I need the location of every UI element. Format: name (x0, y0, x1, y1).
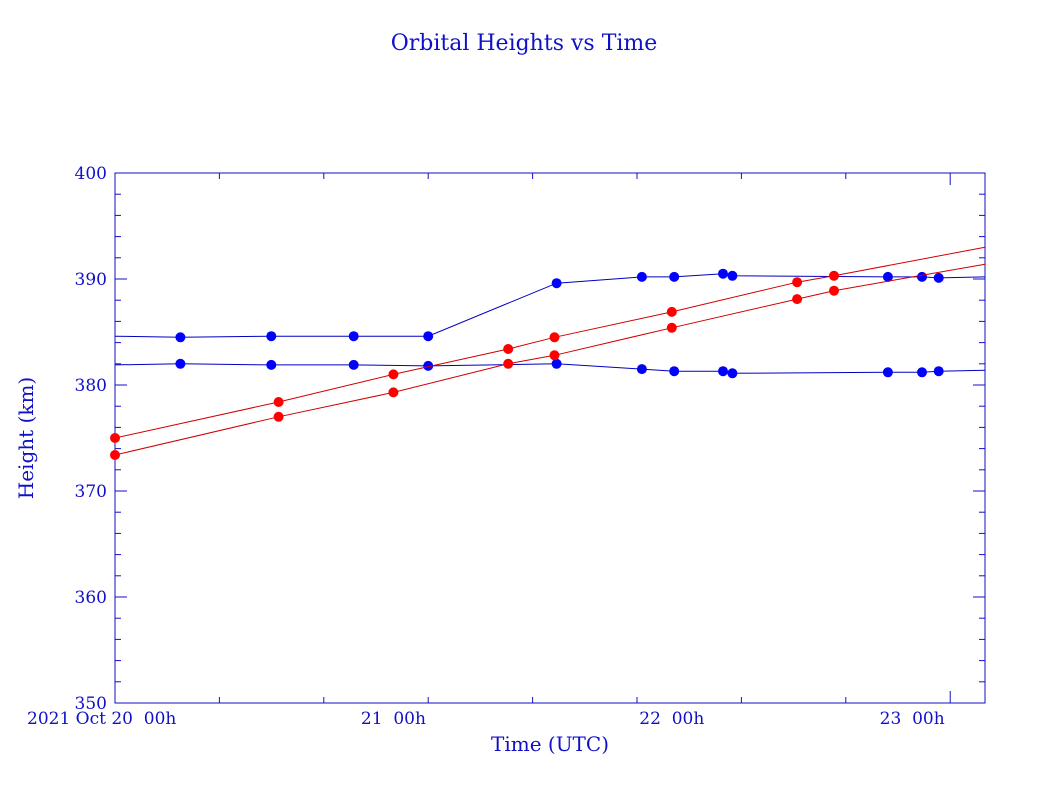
series-layer (110, 246, 986, 460)
series-line (114, 273, 986, 338)
data-point (718, 268, 728, 279)
data-point (636, 364, 647, 375)
data-point (551, 278, 562, 289)
data-point (829, 285, 839, 296)
y-tick-label: 380 (75, 376, 107, 396)
data-point (917, 271, 927, 282)
data-point (792, 277, 803, 288)
series-red-lower (110, 263, 986, 460)
x-tick-label: 22 00h (639, 709, 704, 729)
series-line (114, 263, 986, 456)
data-point (175, 332, 186, 343)
x-tick-label: 2021 Oct 20 00h (27, 709, 176, 729)
series-line (114, 363, 986, 374)
data-point (933, 272, 944, 283)
y-tick-label: 370 (75, 482, 107, 502)
x-axis-label: Time (UTC) (491, 732, 609, 756)
x-tick-label: 21 00h (361, 709, 426, 729)
data-point (388, 387, 399, 398)
y-tick-label: 360 (75, 588, 107, 608)
axes: 350 360 370 380 390 400 2021 Oct 20 00h 21 00h 2… (27, 164, 986, 729)
data-point (829, 270, 839, 281)
chart-title: Orbital Heights vs Time (391, 31, 658, 56)
data-point (110, 433, 120, 443)
data-point (549, 332, 560, 343)
series-line (114, 246, 986, 439)
data-point (175, 358, 186, 369)
series-blue-lower (114, 358, 986, 379)
y-tick-label: 350 (75, 694, 107, 714)
data-point (636, 271, 647, 282)
data-point (273, 397, 284, 407)
data-point (917, 367, 927, 378)
y-axis-label: Height (km) (14, 377, 38, 499)
data-point (388, 369, 399, 380)
data-point (423, 331, 434, 342)
data-point (792, 294, 803, 305)
data-point (503, 358, 514, 369)
data-point (727, 270, 738, 281)
data-point (266, 331, 277, 342)
series-blue-upper (114, 268, 986, 343)
data-point (882, 367, 893, 378)
data-point (266, 359, 277, 370)
data-point (669, 271, 680, 282)
x-tick-label: 23 00h (880, 709, 945, 729)
plot-frame (114, 172, 986, 704)
data-point (273, 411, 284, 422)
data-point (348, 331, 359, 342)
data-point (718, 366, 728, 377)
series-red-upper (110, 246, 986, 443)
data-point (549, 350, 560, 361)
data-point (666, 322, 677, 333)
data-point (110, 450, 120, 460)
data-point (666, 306, 677, 317)
y-tick-label: 390 (75, 270, 107, 290)
data-point (551, 358, 562, 369)
data-point (348, 359, 359, 370)
data-point (882, 271, 893, 282)
data-point (423, 360, 434, 371)
data-point (669, 366, 680, 377)
data-point (933, 366, 944, 377)
data-point (503, 344, 514, 354)
y-tick-label: 400 (75, 164, 107, 184)
data-point (727, 368, 738, 379)
